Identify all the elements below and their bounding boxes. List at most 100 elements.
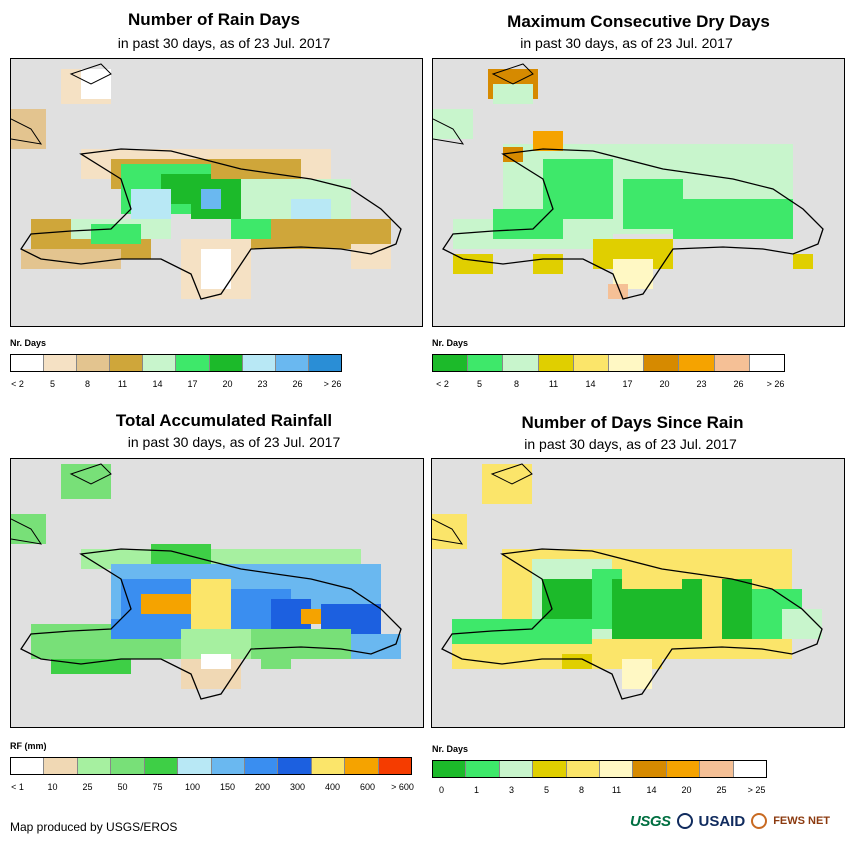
panel1-subtitle: in past 30 days, as of 23 Jul. 2017 xyxy=(117,35,331,51)
legend-swatch xyxy=(700,761,734,777)
legend-swatch xyxy=(144,758,179,774)
logo-strip: USGS USAID FEWS NET xyxy=(630,808,845,834)
legend-swatch xyxy=(242,355,276,371)
panel4-legend-bar xyxy=(432,760,767,778)
legend-tick-label: 8 xyxy=(578,785,584,795)
hispaniola-outline xyxy=(441,548,823,700)
legend-tick-label: 100 xyxy=(184,782,201,792)
legend-swatch xyxy=(468,355,504,371)
panel1-legend-ticks: < 2 5 8 11 14 17 20 23 26 > 26 xyxy=(0,379,350,389)
legend-tick-label: 50 xyxy=(117,782,128,792)
usaid-logo: USAID xyxy=(698,812,746,830)
dry-days-map-grid xyxy=(433,69,813,299)
legend-swatch xyxy=(275,355,309,371)
legend-tick-label: 150 xyxy=(219,782,236,792)
legend-tick-label: 11 xyxy=(117,379,128,389)
legend-tick-label: 26 xyxy=(733,379,744,389)
legend-swatch xyxy=(573,355,610,371)
legend-tick-label: > 25 xyxy=(747,785,766,795)
panel1-legend-bar xyxy=(10,354,342,372)
legend-tick-label: 25 xyxy=(82,782,93,792)
legend-swatch xyxy=(311,758,346,774)
legend-swatch xyxy=(433,355,469,371)
legend-swatch xyxy=(679,355,715,371)
legend-tick-label: 25 xyxy=(716,785,727,795)
legend-swatch xyxy=(111,758,145,774)
hispaniola-outline xyxy=(442,148,824,300)
panel3-subtitle: in past 30 days, as of 23 Jul. 2017 xyxy=(127,434,341,450)
legend-tick-label: 23 xyxy=(696,379,707,389)
legend-tick-label: > 26 xyxy=(323,379,342,389)
legend-swatch xyxy=(77,355,111,371)
legend-tick-label: 11 xyxy=(548,379,559,389)
legend-tick-label: 23 xyxy=(257,379,268,389)
rain-days-map-grid xyxy=(11,69,391,299)
legend-tick-label: 400 xyxy=(324,782,341,792)
legend-swatch xyxy=(110,355,144,371)
legend-tick-label: 75 xyxy=(152,782,163,792)
credit-text: Map produced by USGS/EROS xyxy=(10,820,178,834)
panel2-legend-bar xyxy=(432,354,785,372)
panel4-title: Number of Days Since Rain xyxy=(521,413,744,432)
panel2-map-svg xyxy=(433,63,824,300)
hispaniola-outline xyxy=(20,148,402,300)
legend-swatch xyxy=(345,758,379,774)
legend-swatch xyxy=(609,355,645,371)
legend-swatch xyxy=(538,355,574,371)
legend-swatch xyxy=(77,758,112,774)
fews-logo: FEWS NET xyxy=(773,815,831,827)
legend-swatch xyxy=(433,761,467,777)
panel4-map xyxy=(431,458,845,728)
panel3-legend-ticks: < 1 10 25 50 75 100 150 200 300 400 600 > 600 xyxy=(0,782,420,792)
panel4-legend-ticks: 0 1 3 5 8 11 14 20 25 > 25 xyxy=(424,785,774,795)
legend-tick-label: 600 xyxy=(359,782,376,792)
legend-tick-label: 14 xyxy=(646,785,657,795)
panel3-legend-bar xyxy=(10,757,412,775)
legend-swatch xyxy=(209,355,243,371)
legend-tick-label: 20 xyxy=(681,785,692,795)
legend-tick-label: 14 xyxy=(585,379,596,389)
legend-tick-label: 17 xyxy=(622,379,633,389)
panel3-map-svg xyxy=(11,463,402,700)
legend-swatch xyxy=(749,355,785,371)
legend-swatch xyxy=(733,761,767,777)
panel4-legend-title: Nr. Days xyxy=(432,744,469,754)
panel4-subtitle: in past 30 days, as of 23 Jul. 2017 xyxy=(524,436,737,452)
legend-tick-label: 26 xyxy=(292,379,303,389)
panel2-legend-title: Nr. Days xyxy=(432,338,469,348)
panel3-map xyxy=(10,458,424,728)
legend-tick-label: 10 xyxy=(47,782,58,792)
legend-swatch xyxy=(714,355,750,371)
days-since-rain-map-grid xyxy=(432,464,822,689)
legend-swatch xyxy=(503,355,539,371)
legend-tick-label: 5 xyxy=(476,379,482,389)
legend-tick-label: 5 xyxy=(49,379,55,389)
legend-swatch xyxy=(278,758,312,774)
panel1-legend-title: Nr. Days xyxy=(10,338,47,348)
panel3-legend-title: RF (mm) xyxy=(10,741,47,751)
legend-swatch xyxy=(143,355,177,371)
legend-swatch xyxy=(211,758,245,774)
legend-swatch xyxy=(308,355,341,371)
panel2-legend-ticks: < 2 5 8 11 14 17 20 23 26 > 26 xyxy=(424,379,794,389)
panel1-title: Number of Rain Days xyxy=(128,10,300,29)
legend-tick-label: 17 xyxy=(187,379,198,389)
usgs-logo: USGS xyxy=(630,812,671,830)
legend-swatch xyxy=(44,355,78,371)
legend-swatch xyxy=(244,758,279,774)
hispaniola-outline xyxy=(20,548,402,700)
legend-tick-label: > 600 xyxy=(391,782,414,792)
legend-tick-label: 8 xyxy=(513,379,519,389)
panel1-map-svg xyxy=(11,63,402,300)
legend-swatch xyxy=(533,761,567,777)
rainfall-map-grid xyxy=(11,464,401,689)
legend-tick-label: > 26 xyxy=(766,379,785,389)
panel2-subtitle: in past 30 days, as of 23 Jul. 2017 xyxy=(520,35,733,51)
legend-tick-label: 20 xyxy=(222,379,233,389)
panel2-map xyxy=(432,58,845,327)
legend-swatch xyxy=(44,758,78,774)
fews-seal-icon xyxy=(751,813,768,829)
legend-swatch xyxy=(633,761,667,777)
panel2-title: Maximum Consecutive Dry Days xyxy=(507,12,770,31)
legend-tick-label: 20 xyxy=(659,379,670,389)
